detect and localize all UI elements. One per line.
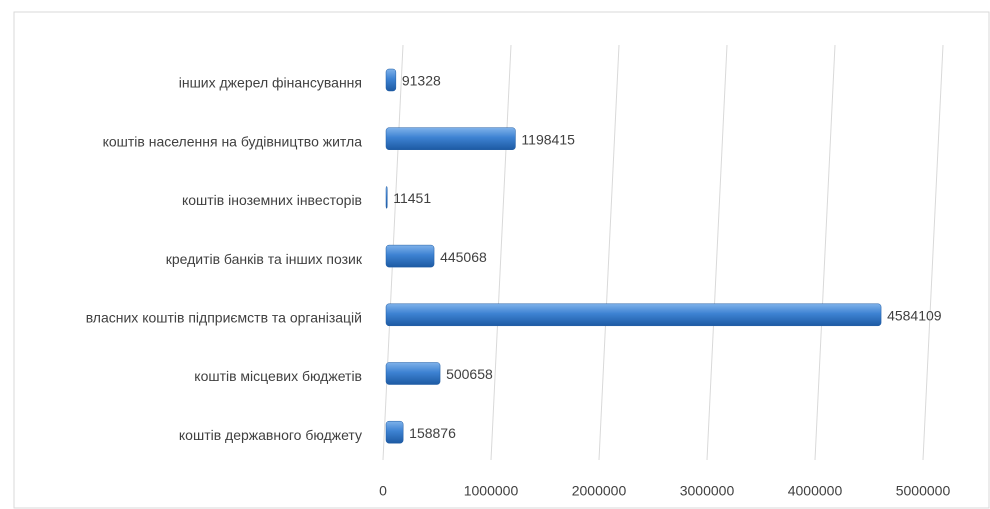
- x-tick-label: 4000000: [788, 483, 843, 499]
- value-label: 158876: [409, 425, 456, 441]
- bar: [385, 362, 441, 385]
- bar: [385, 244, 435, 268]
- y-tick-label: кредитів банків та інших позик: [166, 251, 363, 267]
- chart-border: [13, 11, 990, 509]
- grid-line: [598, 44, 620, 461]
- x-tick-label: 0: [379, 483, 387, 499]
- bar: [385, 68, 397, 92]
- bar: [385, 186, 388, 209]
- grid-line: [814, 44, 836, 461]
- y-tick-label: коштів іноземних інвесторів: [182, 192, 362, 208]
- y-tick-label: коштів державного бюджету: [179, 427, 362, 443]
- value-label: 1198415: [521, 131, 575, 147]
- x-tick-label: 3000000: [680, 483, 735, 499]
- bar: [385, 303, 882, 327]
- grid-line: [706, 44, 728, 461]
- y-tick-label: коштів населення на будівництво житла: [103, 133, 363, 149]
- grid-line: [922, 44, 944, 461]
- y-tick-label: власних коштів підприємств та організаці…: [86, 310, 362, 326]
- value-label: 500658: [446, 366, 493, 382]
- y-tick-label: інших джерел фінансування: [179, 75, 362, 91]
- grid-line: [490, 44, 512, 461]
- x-tick-label: 2000000: [572, 483, 627, 499]
- value-label: 4584109: [887, 308, 942, 324]
- bar: [385, 127, 516, 150]
- x-tick-label: 1000000: [464, 483, 519, 499]
- value-label: 445068: [440, 249, 487, 265]
- bar: [385, 420, 404, 444]
- value-label: 91328: [402, 73, 441, 89]
- y-tick-label: коштів місцевих бюджетів: [194, 368, 362, 384]
- value-label: 11451: [393, 190, 431, 206]
- x-tick-label: 5000000: [896, 483, 951, 499]
